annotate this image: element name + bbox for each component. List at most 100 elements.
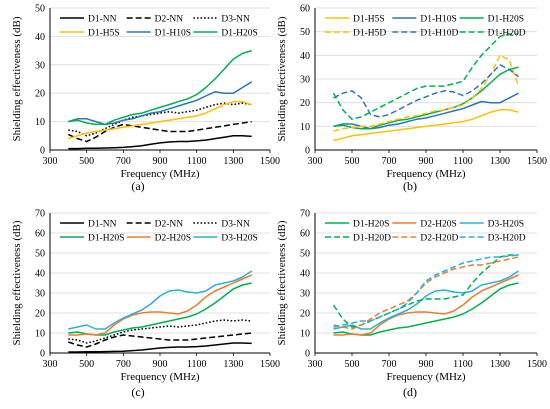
legend-label: D2-NN [155,220,184,230]
y-tick-label: 10 [35,117,45,128]
x-tick-label: 1100 [453,156,473,167]
series-line-D2-H20S [333,274,519,336]
x-tick-label: 900 [419,359,434,370]
y-axis-title: Shielding effectiveness (dB) [276,16,288,141]
series-line-D1-H20S [333,282,519,336]
legend-label: D1-H10D [420,29,458,39]
series-line-D1-NN [68,342,252,353]
legend-label: D1-H5D [353,29,386,39]
series-line-D1-H10S [68,81,253,126]
series-line-D1-H5S [333,109,519,142]
y-tick-label: 50 [300,249,310,260]
x-tick-label: 500 [79,156,94,167]
legend-label: D1-NN [88,15,117,25]
legend-item: D1-H20S [193,29,258,39]
y-tick-label: 30 [35,289,45,300]
legend-item: D2-NN [126,15,183,25]
y-axis-title: Shielding effectiveness (dB) [276,220,288,345]
y-tick-label: 30 [300,289,310,300]
x-tick-label: 300 [43,156,58,167]
y-tick-label: 0 [40,146,45,157]
x-tick-label: 700 [116,156,131,167]
x-tick-label: 300 [308,359,323,370]
legend-label: D1-H10S [155,29,191,39]
x-tick-label: 1500 [260,156,280,167]
y-tick-label: 50 [35,249,45,260]
series-line-D1-NN [68,135,252,150]
legend-label: D3-H20S [221,234,257,244]
y-tick-label: 30 [300,75,310,86]
y-tick-label: 70 [35,209,45,220]
legend-label: D3-NN [221,220,250,230]
series-line-D1-H5S [68,100,252,140]
y-tick-label: 20 [35,309,45,320]
series-line-D1-H20D [332,33,519,120]
x-tick-label: 900 [153,359,168,370]
panel-label: (c) [131,385,144,399]
y-axis-title: Shielding effectiveness (dB) [11,220,23,345]
legend-label: D1-H5S [353,15,385,25]
y-tick-label: 50 [300,27,310,38]
legend-item: D3-NN [193,15,250,25]
x-axis-title: Frequency (MHz) [120,168,199,180]
y-tick-label: 60 [300,229,310,240]
chart-panel-4: 0 10 20 30 40 50 60 70 300 500 700 900 1100 1300 1500 F… [276,209,547,400]
legend-label: D3-H20S [488,220,524,230]
x-tick-label: 1100 [187,359,207,370]
legend-label: D1-H10S [420,15,456,25]
x-tick-label: 1100 [453,359,473,370]
legend-item: D1-H20D [459,29,526,39]
x-axis-title: Frequency (MHz) [386,168,465,180]
x-tick-label: 900 [153,156,168,167]
legend-item: D2-H20D [392,234,458,244]
legend-item: D1-H10S [392,15,457,25]
series-line-D2-NN [68,332,252,348]
series-line-D3-H20S [333,270,519,330]
legend-item: D1-H10D [392,29,458,39]
y-tick-label: 40 [35,32,45,43]
series-line-D3-H20D [333,254,519,328]
legend-item: D1-H5S [325,15,385,25]
y-tick-label: 60 [300,4,310,15]
x-tick-label: 1500 [527,156,547,167]
y-axis-title: Shielding effectiveness (dB) [11,16,23,141]
legend-item: D1-NN [60,220,117,230]
y-tick-label: 40 [35,269,45,280]
legend-item: D2-NN [126,220,184,230]
legend-label: D1-H20D [353,234,391,244]
legend-label: D1-H20S [353,220,389,230]
series-line-D1-H10S [333,92,519,130]
series-line-D1-H10D [333,64,519,118]
x-tick-label: 700 [116,359,131,370]
series-line-D1-H5D [333,54,520,132]
legend-item: D3-NN [193,220,250,230]
x-tick-label: 500 [79,359,94,370]
legend-label: D1-H20S [88,234,124,244]
y-tick-label: 10 [300,122,310,133]
y-tick-label: 70 [300,209,310,220]
panel-label: (d) [403,385,417,399]
series-line-D3-H20S [68,270,253,330]
y-tick-label: 0 [305,349,310,360]
legend-item: D3-H20D [459,234,526,244]
legend-label: D2-H20S [420,220,456,230]
y-tick-label: 10 [300,329,310,340]
x-tick-label: 500 [345,359,360,370]
legend-item: D2-H20S [392,220,457,230]
x-tick-label: 1500 [527,359,547,370]
panel-label: (b) [403,179,417,193]
legend-label: D2-H20D [420,234,458,244]
y-tick-label: 20 [35,89,45,100]
y-tick-label: 40 [300,51,310,62]
series-line-D2-H20S [68,274,252,336]
y-tick-label: 0 [40,349,45,360]
legend-item: D1-H20D [325,234,391,244]
legend-item: D3-H20S [459,220,524,230]
legend-item: D1-H5D [325,29,386,39]
legend-item: D1-H10S [126,29,191,39]
legend-item: D1-H5S [60,29,120,39]
series-line-D1-H20D [332,254,519,328]
x-tick-label: 300 [308,156,323,167]
x-tick-label: 1300 [490,359,510,370]
